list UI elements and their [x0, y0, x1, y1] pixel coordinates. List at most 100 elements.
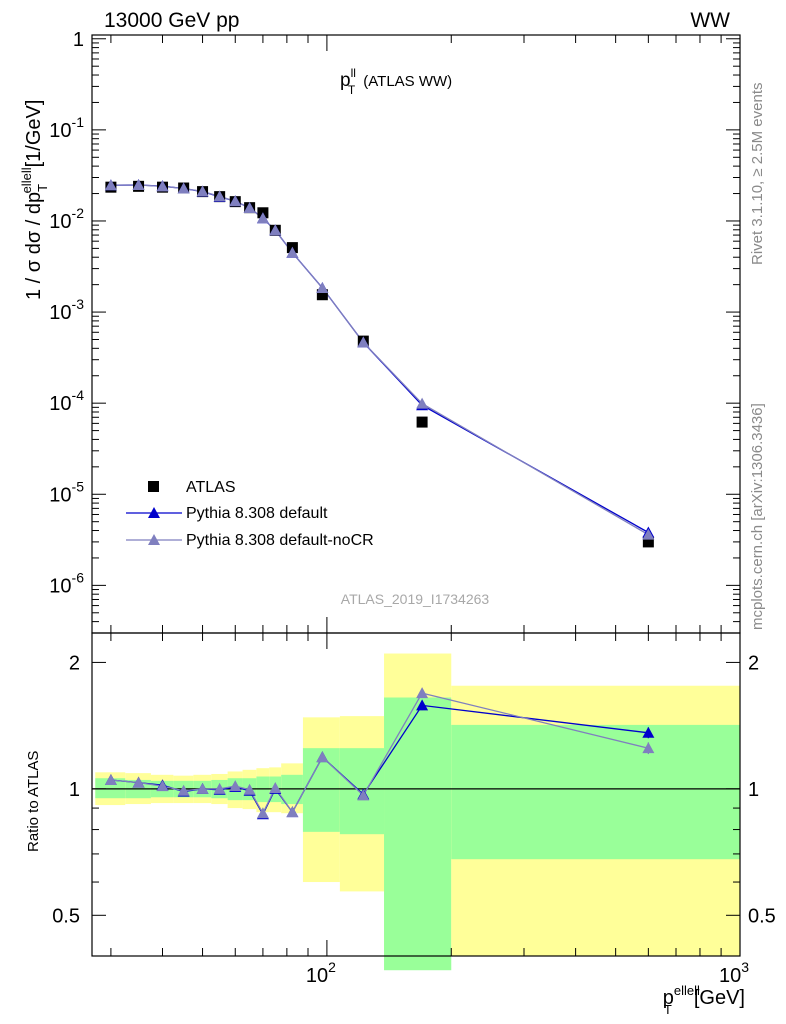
main-y-tick-label: 1 [73, 29, 84, 51]
ratio-series-layer [104, 687, 655, 820]
pythia-nocr-point [156, 180, 169, 192]
main-y-axis-label: 1 / σ dσ / dpTellell[1/GeV] [19, 100, 50, 300]
pythia-nocr-point [104, 179, 117, 191]
ratio-point-default [416, 699, 429, 711]
ratio-y-tick-label-right: 0.5 [748, 905, 776, 927]
tick-exponent: 2 [328, 959, 336, 975]
legend-label-nocr: Pythia 8.308 default-noCR [186, 532, 374, 549]
plot-title-main: p [340, 70, 351, 91]
pythia-nocr-point [196, 185, 209, 197]
tick-exponent: -2 [72, 205, 85, 221]
main-y-tick-label: 10-2 [49, 205, 84, 233]
ratio-point-nocr [243, 783, 256, 795]
ratio-point-nocr [132, 776, 145, 788]
tick-base: 10 [49, 302, 71, 324]
tick-base: 10 [49, 120, 71, 142]
mcplots-label: mcplots.cern.ch [arXiv:1306.3436] [749, 403, 766, 630]
x-tick-label: 102 [306, 959, 336, 987]
ratio-point-nocr [177, 784, 190, 796]
x-axis-label-sub: T [664, 1002, 672, 1017]
ratio-point-nocr [156, 780, 169, 792]
legend: ATLAS Pythia 8.308 default Pythia 8.308 … [126, 479, 374, 549]
rivet-version-label: Rivet 3.1.10, ≥ 2.5M events [749, 83, 766, 266]
ratio-point-nocr [104, 773, 117, 785]
atlas-data-point [316, 289, 328, 301]
x-axis-label-text: p [663, 987, 674, 1009]
pythia-nocr-point [243, 201, 256, 213]
plot-title-rest: (ATLAS WW) [363, 73, 452, 90]
ratio-point-nocr [316, 751, 329, 763]
legend-label-atlas: ATLAS [186, 479, 236, 496]
x-tick-label: 103 [719, 959, 749, 987]
main-y-axis-label-sup: ellell [19, 167, 34, 193]
atlas-data-point [416, 416, 428, 428]
main-y-tick-label: 10-3 [49, 296, 84, 324]
ratio-y-tick-label-left: 0.5 [52, 905, 80, 927]
main-y-tick-label: 10-4 [49, 387, 84, 415]
ratio-point-nocr [642, 742, 655, 754]
main-y-axis-label-unit: [1/GeV] [23, 100, 45, 168]
main-y-tick-label: 10-1 [49, 114, 84, 142]
x-axis-label: pellell T [GeV] [663, 983, 745, 1017]
analysis-id-label: ATLAS_2019_I1734263 [341, 591, 490, 607]
legend-marker-default [148, 507, 160, 518]
pythia-nocr-point [316, 281, 329, 293]
pythia-nocr-point [416, 397, 429, 409]
tick-exponent: 3 [741, 959, 749, 975]
main-y-axis-label-text: 1 / σ dσ / dp [23, 192, 45, 300]
ratio-point-nocr [269, 781, 282, 793]
pythia-nocr-point [229, 195, 242, 207]
main-y-tick-label: 10-5 [49, 478, 84, 506]
x-axis-label-unit: [GeV] [694, 987, 745, 1009]
plot-title-sup: ll [351, 66, 356, 80]
ratio-y-tick-label-left: 2 [69, 652, 80, 674]
ratio-point-default [642, 726, 655, 738]
pythia-nocr-point [132, 179, 145, 191]
main-series-layer [104, 179, 655, 548]
tick-exponent: -1 [72, 114, 85, 130]
ratio-point-nocr [213, 782, 226, 794]
tick-base: 10 [49, 393, 71, 415]
pythia-nocr-point [177, 182, 190, 194]
ratio-y-axis-label: Ratio to ATLAS [25, 751, 42, 852]
tick-exponent: -5 [72, 478, 85, 494]
tick-base: 10 [49, 211, 71, 233]
pythia-nocr-point [357, 336, 370, 348]
ratio-frame [91, 632, 741, 957]
ratio-y-tick-label-left: 1 [69, 779, 80, 801]
ratio-bands-layer [92, 653, 740, 971]
tick-exponent: -6 [72, 569, 85, 585]
main-y-tick-label: 10-6 [49, 569, 84, 597]
ratio-point-nocr [196, 782, 209, 794]
plot-title: pll T (ATLAS WW) [340, 66, 452, 97]
header-left: 13000 GeV pp [104, 9, 239, 32]
plot-title-sub: T [348, 83, 356, 97]
tick-base: 10 [49, 575, 71, 597]
ratio-point-nocr [256, 807, 269, 819]
tick-base: 10 [49, 484, 71, 506]
main-ticks-layer: 10-610-510-410-310-210-11 [49, 29, 741, 634]
ratio-point-nocr [416, 687, 429, 699]
pythia-nocr-point [256, 212, 269, 224]
header-right: WW [690, 9, 730, 32]
main-y-axis-label-sub: T [35, 184, 50, 192]
uncertainty-band-inner [95, 778, 126, 799]
pythia-nocr-point [286, 246, 299, 258]
pythia-nocr-point [269, 224, 282, 236]
legend-marker-atlas [148, 481, 159, 492]
main-panel: 10-610-510-410-310-210-11 ATLAS_2019_I17… [19, 29, 741, 634]
uncertainty-band-inner [384, 697, 452, 971]
ratio-point-nocr [357, 789, 370, 801]
legend-label-default: Pythia 8.308 default [186, 505, 328, 522]
tick-base: 10 [719, 965, 741, 987]
ratio-y-tick-label-right: 2 [748, 652, 759, 674]
tick-exponent: -3 [72, 296, 85, 312]
x-axis-label-sup: ellell [674, 983, 700, 998]
pythia-nocr-point [213, 190, 226, 202]
tick-exponent: -4 [72, 387, 85, 403]
ratio-point-nocr [229, 780, 242, 792]
atlas-data-point [642, 536, 654, 548]
